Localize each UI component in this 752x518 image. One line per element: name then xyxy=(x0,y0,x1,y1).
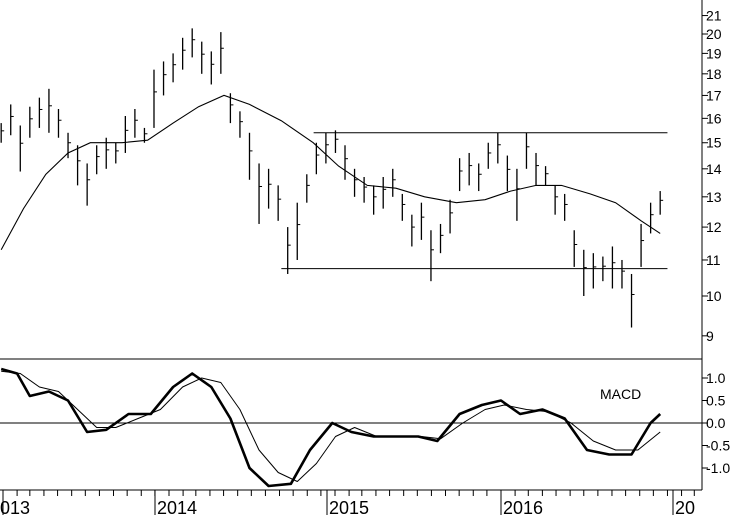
macd-y-tick-label: 0.0 xyxy=(706,415,726,431)
macd-signal-line xyxy=(1,370,661,482)
y-tick-label: 12 xyxy=(706,219,722,235)
macd-y-tick-label: 1.0 xyxy=(706,370,726,386)
y-tick-label: 17 xyxy=(706,87,722,103)
y-tick-label: 15 xyxy=(706,135,722,151)
x-tick-label: 2016 xyxy=(503,498,543,518)
y-tick-label: 14 xyxy=(706,161,722,177)
macd-y-tick-label: -1.0 xyxy=(706,460,730,476)
macd-y-tick-label: -0.5 xyxy=(706,438,730,454)
y-tick-label: 16 xyxy=(706,110,722,126)
axes: 9 10 11 12 13 14 15 16 17 18 19 20 21 1.0 0.5 0.0 -0.5 -1… xyxy=(0,0,730,518)
macd-y-tick-label: 0.5 xyxy=(706,393,726,409)
x-tick-label: 2013 xyxy=(0,498,30,518)
macd-panel xyxy=(0,367,702,488)
y-tick-label: 13 xyxy=(706,189,722,205)
price-panel xyxy=(0,28,668,328)
y-tick-label: 21 xyxy=(706,8,722,24)
x-tick-label: 2014 xyxy=(157,498,197,518)
x-tick-label: 20 xyxy=(675,498,695,518)
x-tick-label: 2015 xyxy=(329,498,369,518)
moving-average-line xyxy=(0,94,661,251)
y-tick-label: 9 xyxy=(706,328,714,344)
y-tick-label: 20 xyxy=(706,26,722,42)
y-tick-label: 18 xyxy=(706,66,722,82)
macd-annotation: MACD xyxy=(600,386,641,402)
y-tick-label: 11 xyxy=(706,252,721,268)
y-tick-label: 10 xyxy=(706,288,722,304)
y-tick-label: 19 xyxy=(706,45,722,61)
